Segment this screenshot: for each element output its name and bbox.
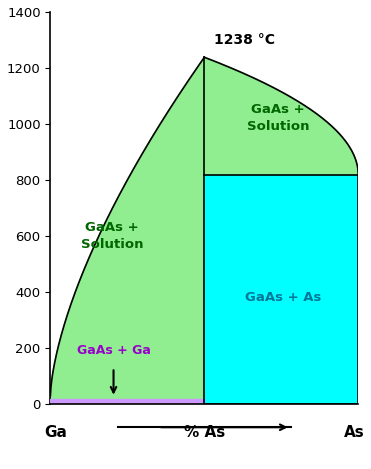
Polygon shape <box>204 175 358 404</box>
Polygon shape <box>50 57 204 404</box>
Text: % As: % As <box>184 425 225 440</box>
Polygon shape <box>204 57 358 175</box>
Text: GaAs +
Solution: GaAs + Solution <box>247 103 309 133</box>
Text: GaAs + As: GaAs + As <box>245 291 321 304</box>
Text: 1238 °C: 1238 °C <box>214 33 275 47</box>
Text: As: As <box>344 425 364 440</box>
Polygon shape <box>50 399 204 404</box>
Text: GaAs + Ga: GaAs + Ga <box>76 344 151 357</box>
Text: GaAs +
Solution: GaAs + Solution <box>81 221 143 251</box>
Text: Ga: Ga <box>44 425 67 440</box>
